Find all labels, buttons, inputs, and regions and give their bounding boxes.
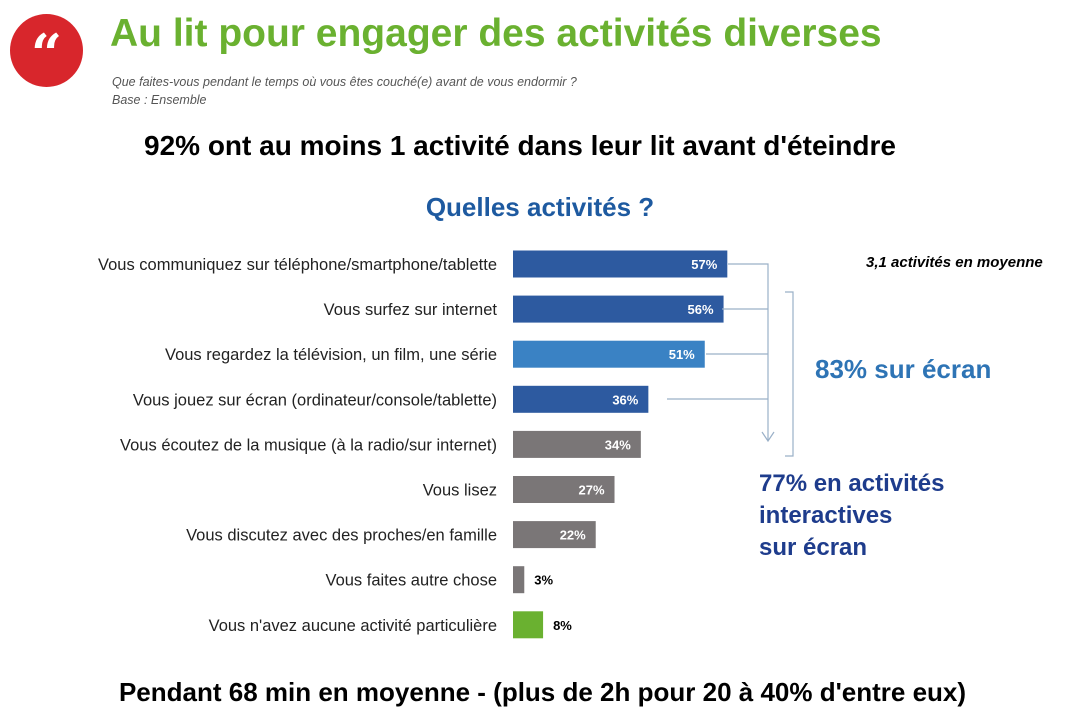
footer-note: Pendant 68 min en moyenne - (plus de 2h … — [118, 677, 967, 707]
screen-share-note: 83% sur écran — [815, 354, 992, 384]
value-label: 27% — [578, 483, 604, 498]
bar — [513, 385, 649, 413]
value-label: 36% — [612, 392, 638, 407]
interactive-note-line: 77% en activités — [759, 470, 945, 497]
screen-bracket — [667, 263, 794, 457]
value-label: 57% — [691, 257, 717, 272]
category-label: Vous n'avez aucune activité particulière — [209, 617, 497, 635]
survey-base: Base : Ensemble — [112, 93, 207, 107]
interactive-screen-note: 77% en activités interactives sur écran — [759, 468, 1019, 564]
value-label: 51% — [669, 347, 695, 362]
headline: 92% ont au moins 1 activité dans leur li… — [144, 130, 896, 161]
value-label: 34% — [605, 437, 631, 452]
category-label: Vous faites autre chose — [325, 572, 497, 590]
value-label: 22% — [560, 528, 586, 543]
bar — [513, 476, 615, 503]
bar — [513, 295, 724, 323]
survey-question: Que faites-vous pendant le temps où vous… — [112, 75, 577, 89]
category-label: Vous surfez sur internet — [324, 301, 498, 319]
bar — [513, 521, 596, 549]
bar — [513, 340, 705, 368]
average-activities-note: 3,1 activités en moyenne — [866, 254, 1043, 271]
value-label: 3% — [534, 573, 553, 588]
bar — [513, 566, 525, 594]
category-label: Vous jouez sur écran (ordinateur/console… — [133, 391, 497, 409]
bar — [513, 430, 641, 458]
category-label: Vous regardez la télévision, un film, un… — [165, 346, 497, 364]
category-label: Vous écoutez de la musique (à la radio/s… — [120, 436, 497, 454]
quote-logo: “ — [10, 14, 83, 87]
bar — [513, 611, 544, 639]
category-label: Vous communiquez sur téléphone/smartphon… — [98, 256, 497, 274]
value-label: 56% — [688, 302, 714, 317]
bars-layer: Vous communiquez sur téléphone/smartphon… — [98, 250, 728, 639]
quote-icon: “ — [30, 22, 63, 86]
category-label: Vous discutez avec des proches/en famill… — [186, 527, 497, 545]
page-title: Au lit pour engager des activités divers… — [110, 12, 882, 55]
value-label: 8% — [553, 618, 572, 633]
bar — [513, 250, 728, 278]
interactive-note-line: sur écran — [759, 534, 868, 561]
category-label: Vous lisez — [423, 482, 497, 500]
interactive-note-line: interactives — [759, 502, 893, 529]
chart-title: Quelles activités ? — [425, 192, 655, 222]
